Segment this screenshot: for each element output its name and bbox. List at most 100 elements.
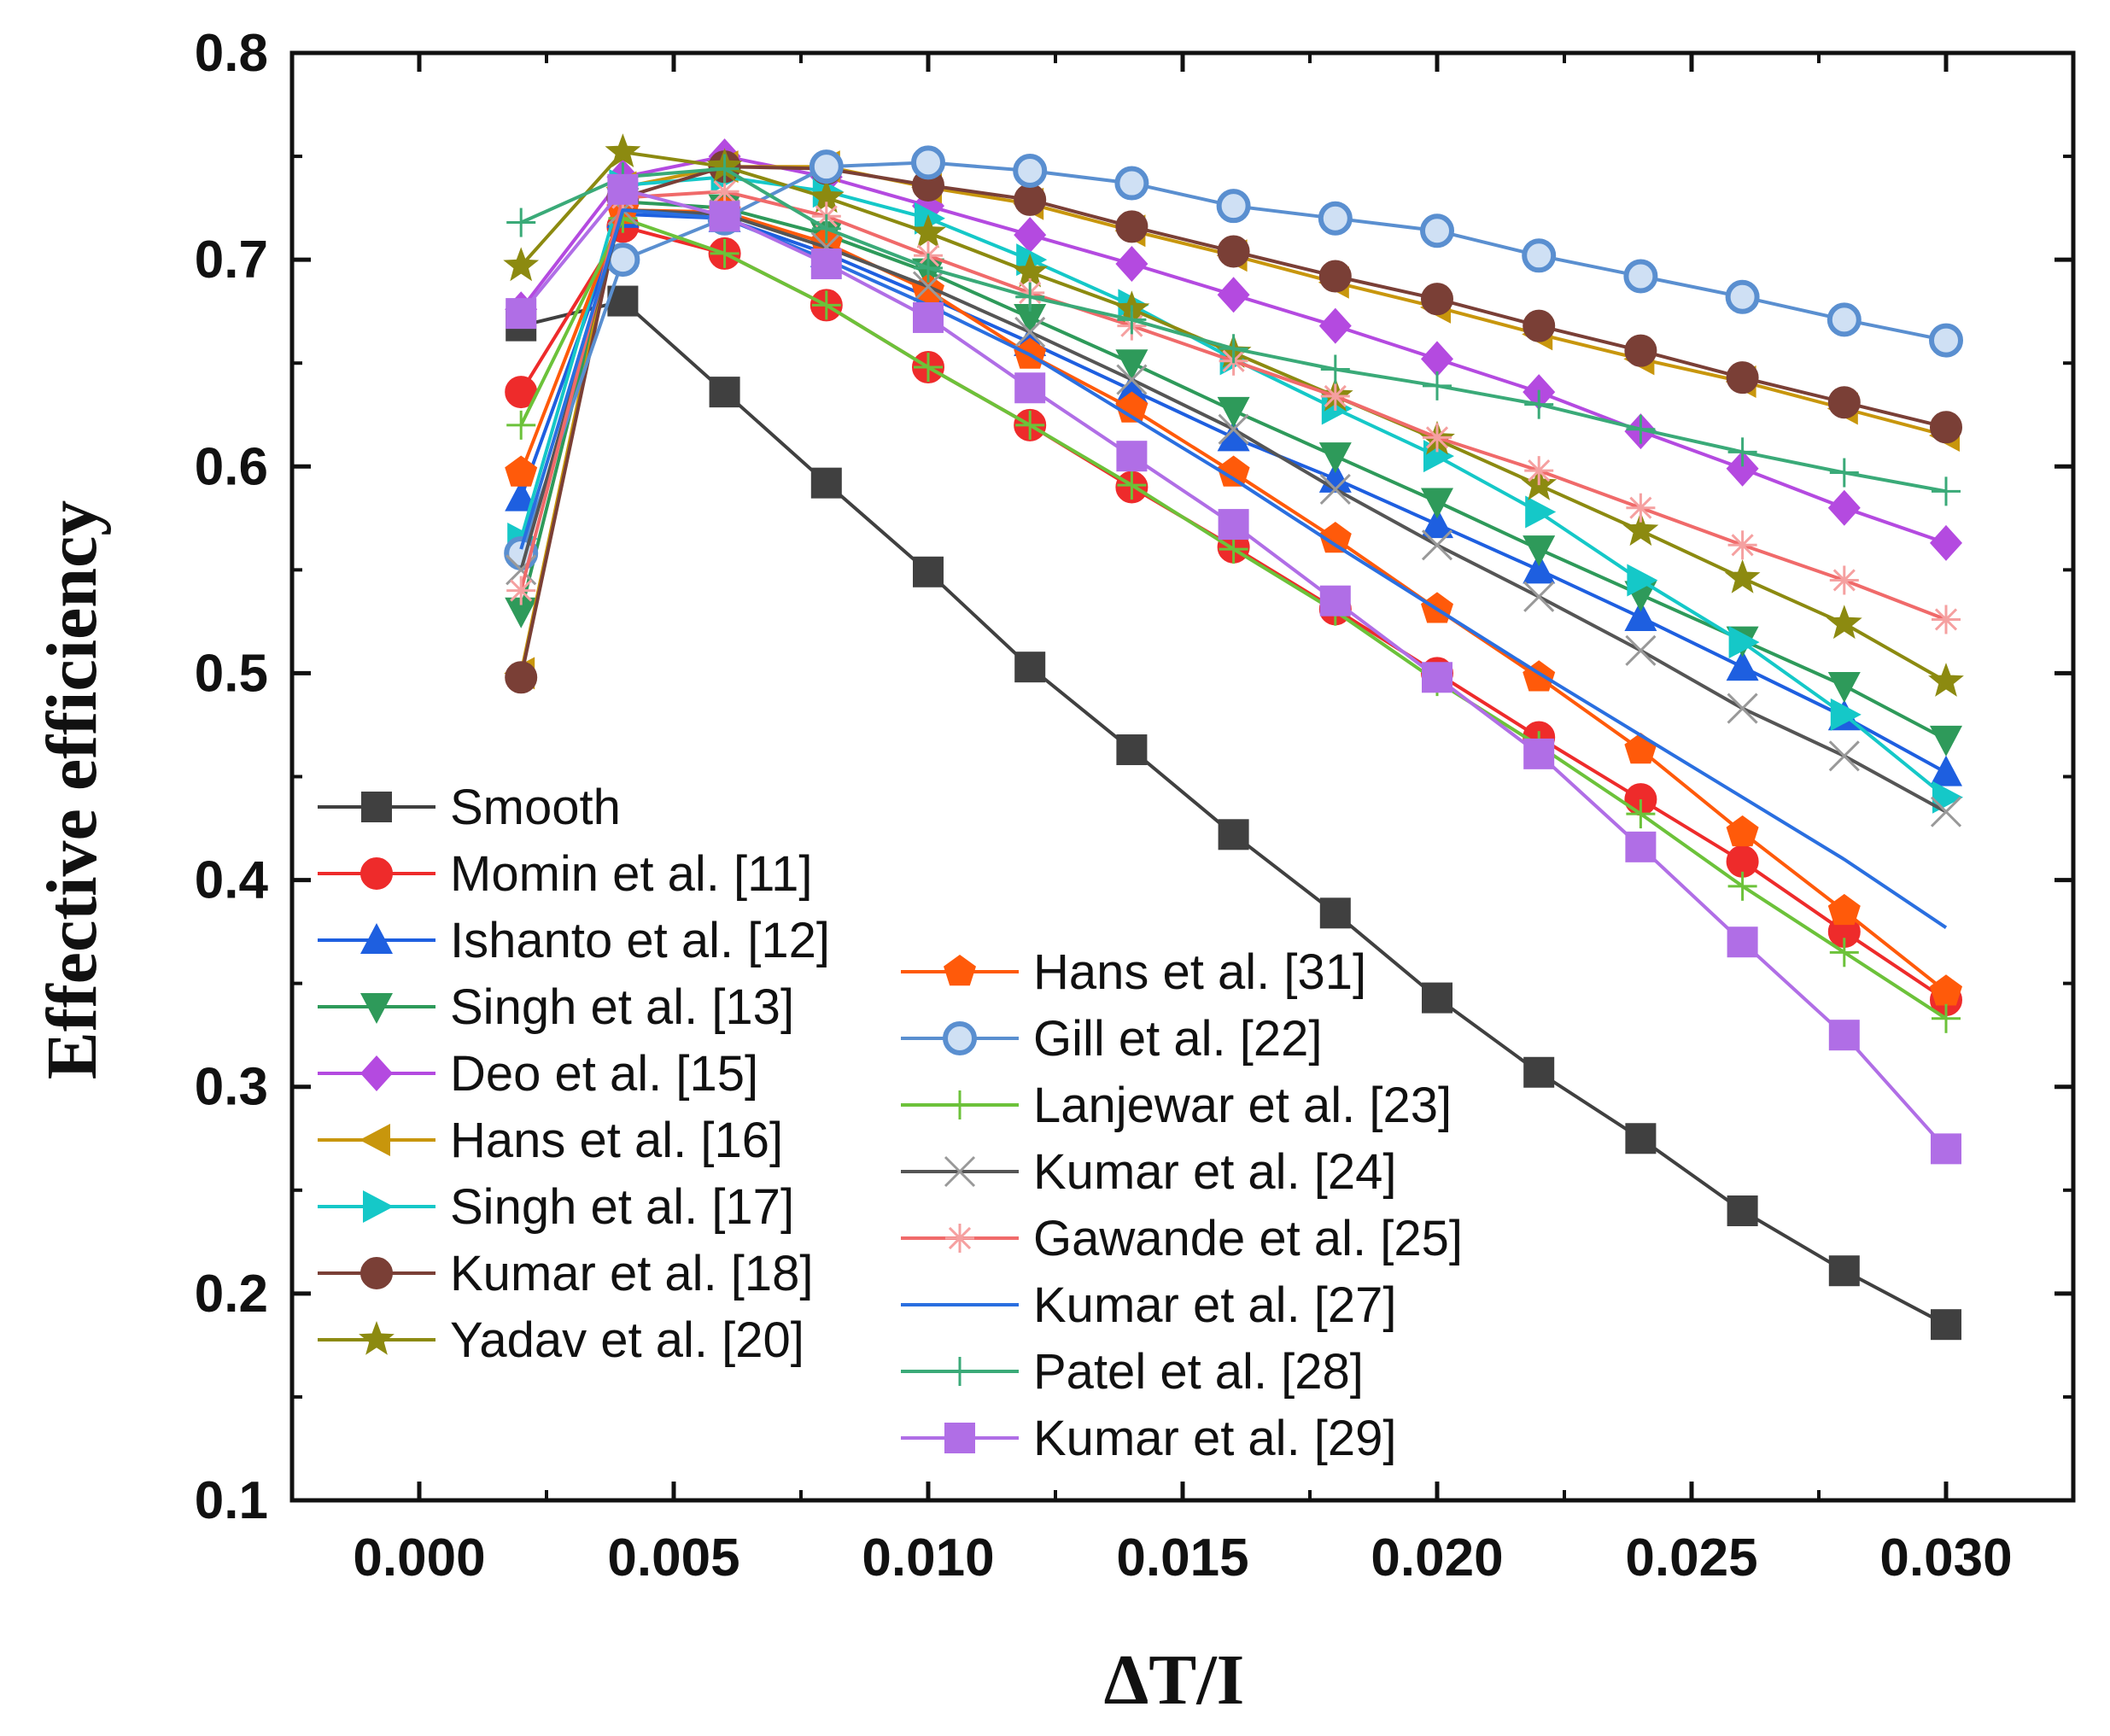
y-tick-label: 0.8 [195,24,268,83]
legend-label: Kumar et al. [29] [1033,1411,1397,1466]
data-point [1012,253,1049,288]
legend-marker [944,1423,975,1453]
data-point [810,248,842,279]
data-point [506,576,536,605]
data-point [1115,391,1149,423]
data-point [1423,371,1452,400]
data-point [1116,364,1148,395]
data-point [1421,507,1453,539]
data-point [709,377,740,408]
legend-entry: Kumar et al. [29] [901,1411,1397,1466]
legend-entry: Ishanto et al. [12] [318,913,830,968]
data-point [1014,183,1047,216]
data-point [1218,413,1249,445]
data-point [913,301,944,333]
data-point [505,455,538,487]
data-point [1828,1255,1860,1287]
legend-entry: Singh et al. [13] [318,979,794,1035]
legend-label: Singh et al. [13] [450,979,794,1035]
data-point [1014,652,1046,683]
legend-entry: Patel et al. [28] [901,1344,1364,1400]
x-tick-label: 0.000 [353,1528,485,1587]
data-point [1726,361,1759,395]
legend-label: Hans et al. [16] [450,1113,783,1168]
data-point [1625,1123,1657,1154]
legend-label: Kumar et al. [18] [450,1246,814,1301]
x-axis-title: ΔT/I [1104,1640,1245,1720]
data-point [1014,316,1046,348]
data-point [1522,238,1557,273]
data-point [1826,605,1862,640]
data-point [1319,473,1351,505]
x-tick-label: 0.020 [1371,1528,1503,1587]
data-point [1423,423,1452,453]
data-point [505,597,538,628]
data-point [808,178,845,213]
data-point [914,253,943,283]
data-point [506,298,537,330]
legend-marker [360,1257,393,1289]
data-point [912,271,944,302]
legend-label: Lanjewar et al. [23] [1033,1078,1452,1133]
data-point [505,480,538,511]
data-point [1726,450,1759,487]
data-point [1725,279,1760,314]
y-tick-label: 0.4 [195,851,269,910]
legend-entry: Deo et al. [15] [318,1046,758,1102]
data-point [1217,420,1250,452]
data-point [1930,524,1962,561]
legend-entry: Smooth [318,780,621,835]
data-point [1116,441,1148,472]
legend-marker [945,1224,974,1253]
data-point [811,290,841,320]
data-point [1219,334,1248,364]
data-point [1319,897,1351,929]
legend-label: Yadav et al. [20] [450,1312,804,1368]
series-10 [504,145,1963,570]
data-point [811,213,841,243]
data-point [1931,1133,1961,1165]
data-point [1218,509,1249,541]
legend-label: Deo et al. [15] [450,1046,758,1102]
legend-marker [945,1357,974,1386]
data-point [1524,389,1554,419]
data-point [1422,662,1452,693]
data-point [912,273,944,305]
data-point [1928,663,1964,697]
data-point [1627,564,1658,597]
data-point [1114,166,1149,201]
data-point [1827,386,1861,419]
data-point [1319,585,1351,617]
data-point [1015,282,1045,312]
legend-label: Hans et al. [31] [1033,944,1366,1000]
legend-marker [360,923,393,954]
x-tick-label: 0.015 [1116,1528,1248,1587]
data-point [709,201,740,232]
legend-label: Gawande et al. [25] [1033,1211,1463,1266]
data-point [1115,210,1149,243]
data-point [503,247,540,282]
legend-entry: Kumar et al. [24] [901,1144,1397,1200]
data-point [1217,235,1250,268]
data-point [1828,740,1860,772]
data-point [1217,396,1250,428]
y-tick-label: 0.5 [195,644,268,703]
data-point [1626,414,1656,444]
data-point [1828,1020,1860,1051]
data-point [1525,495,1557,529]
data-point [910,213,946,248]
data-point [1624,600,1657,632]
legend-label: Kumar et al. [24] [1033,1144,1397,1200]
data-point [1014,217,1047,254]
legend-entry: Kumar et al. [27] [901,1277,1397,1333]
data-point [1320,354,1350,384]
legend-marker [363,1190,394,1223]
y-tick-label: 0.2 [195,1265,268,1324]
data-point [1625,634,1657,666]
data-point [915,202,945,235]
data-point [506,410,536,440]
data-point [1727,871,1757,901]
data-point [1930,725,1962,757]
data-point [809,149,844,184]
